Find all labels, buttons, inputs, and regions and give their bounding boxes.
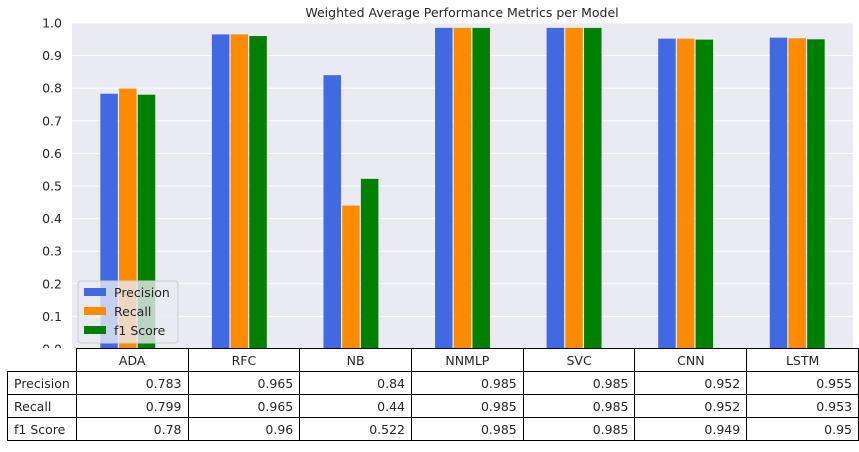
table-corner (7, 348, 77, 372)
bar-nnmlp-recall (453, 27, 472, 348)
chart-title: Weighted Average Performance Metrics per… (305, 5, 618, 20)
table-cell: 0.799 (75, 394, 189, 418)
table-column-header: LSTM (746, 348, 859, 372)
y-tick-label: 0.0 (42, 342, 62, 349)
bar-chart: 0.0 0.1 0.2 0.3 0.4 0.5 0.6 0.7 0.8 0.9 1.0 Weight… (42, 5, 853, 349)
y-tick-label: 0.7 (42, 113, 62, 128)
table-cell: 0.952 (634, 394, 748, 418)
table-row: Precision 0.783 0.965 0.84 0.985 0.985 0… (7, 371, 859, 395)
table-row: Recall 0.799 0.965 0.44 0.985 0.985 0.95… (7, 394, 859, 418)
table-cell: 0.985 (410, 417, 524, 441)
bar-nnmlp-f1-score (472, 27, 490, 348)
table-row: f1 Score 0.78 0.96 0.522 0.985 0.985 0.9… (7, 417, 859, 441)
legend-swatch-precision (84, 288, 106, 296)
bar-nnmlp-precision (435, 27, 453, 348)
y-tick-label: 0.1 (42, 309, 62, 324)
bar-lstm-precision (769, 37, 788, 348)
bar-lstm-recall (788, 38, 806, 348)
bar-cnn-precision (658, 38, 676, 348)
table-cell: 0.44 (299, 394, 412, 418)
table-column-header: SVC (522, 348, 636, 372)
y-tick-label: 1.0 (42, 16, 62, 31)
legend-swatch-recall (84, 307, 106, 315)
legend-swatch-f1-score (84, 326, 106, 334)
table-column-header: RFC (187, 348, 301, 372)
table-cell: 0.522 (299, 417, 412, 441)
bar-nb-f1-score (360, 178, 379, 348)
bar-cnn-recall (676, 38, 695, 348)
table-row-header: f1 Score (7, 417, 77, 441)
bar-svc-recall (565, 27, 583, 348)
table-cell: 0.985 (522, 394, 636, 418)
bar-cnn-f1-score (695, 39, 714, 348)
bars (100, 27, 825, 348)
table-cell: 0.955 (746, 371, 859, 395)
table-cell: 0.985 (410, 371, 524, 395)
y-tick-label: 0.5 (42, 179, 62, 194)
legend-label-recall: Recall (114, 304, 151, 319)
table-cell: 0.985 (410, 394, 524, 418)
table-cell: 0.953 (746, 394, 859, 418)
table-cell: 0.965 (187, 394, 301, 418)
table-cell: 0.985 (522, 417, 636, 441)
bar-nb-recall (342, 205, 360, 348)
bar-nb-precision (323, 75, 341, 348)
table-cell: 0.96 (187, 417, 301, 441)
table-column-header: NNMLP (410, 348, 524, 372)
table-cell: 0.949 (634, 417, 748, 441)
y-tick-label: 0.3 (42, 244, 62, 259)
bar-lstm-f1-score (807, 39, 825, 348)
table-header-row: ADA RFC NB NNMLP SVC CNN LSTM (7, 348, 859, 372)
y-tick-label: 0.8 (42, 81, 62, 96)
bar-rfc-f1-score (249, 36, 267, 348)
table-cell: 0.84 (299, 371, 412, 395)
legend-label-f1-score: f1 Score (114, 323, 166, 338)
bar-svc-precision (546, 27, 565, 348)
table-cell: 0.965 (187, 371, 301, 395)
table-cell: 0.985 (522, 371, 636, 395)
bar-rfc-recall (230, 34, 249, 348)
y-tick-label: 0.2 (42, 276, 62, 291)
y-axis-ticks: 0.0 0.1 0.2 0.3 0.4 0.5 0.6 0.7 0.8 0.9 1.0 (42, 16, 62, 349)
y-tick-label: 0.9 (42, 48, 62, 63)
table-column-header: NB (299, 348, 412, 372)
metrics-table: ADA RFC NB NNMLP SVC CNN LSTM Precision … (7, 348, 859, 441)
y-tick-label: 0.4 (42, 211, 62, 226)
y-tick-label: 0.6 (42, 146, 62, 161)
bar-svc-f1-score (584, 27, 602, 348)
table-cell: 0.952 (634, 371, 748, 395)
table-cell: 0.783 (75, 371, 189, 395)
table-cell: 0.78 (75, 417, 189, 441)
table-column-header: CNN (634, 348, 748, 372)
table-column-header: ADA (75, 348, 189, 372)
table-row-header: Recall (7, 394, 77, 418)
legend-label-precision: Precision (114, 285, 170, 300)
legend: Precision Recall f1 Score (77, 280, 179, 344)
table-row-header: Precision (7, 371, 77, 395)
bar-rfc-precision (211, 34, 230, 348)
table-cell: 0.95 (746, 417, 859, 441)
